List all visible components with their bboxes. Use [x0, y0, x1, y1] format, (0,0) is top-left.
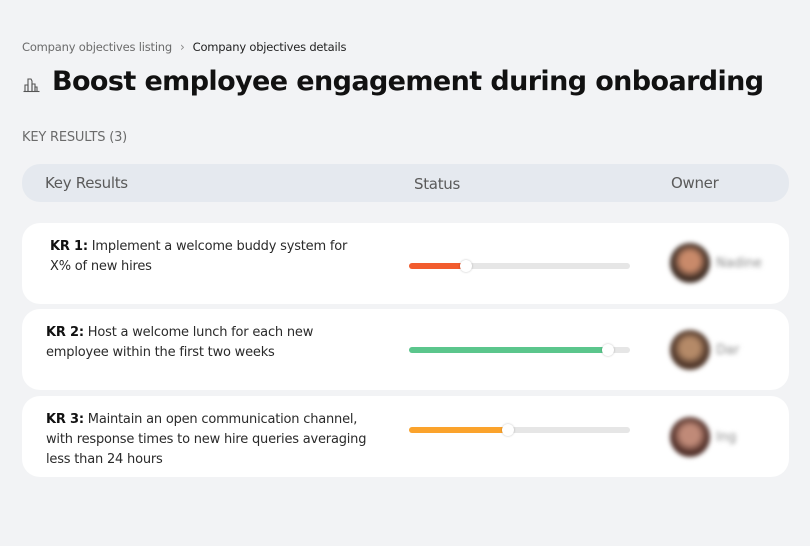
progress-knob[interactable]	[460, 260, 473, 272]
avatar	[670, 243, 710, 283]
avatar	[670, 330, 710, 370]
owner-name: Ing	[716, 429, 737, 445]
table-header: Key Results Status Owner	[22, 164, 789, 202]
kr-text: Host a welcome lunch for each new employ…	[46, 325, 314, 360]
breadcrumb-link-listing[interactable]: Company objectives listing	[22, 40, 172, 54]
kr-label: KR 3:	[46, 412, 84, 427]
owner[interactable]: Ing	[670, 417, 736, 457]
owner-name: Nadine	[716, 255, 762, 271]
kr-description: KR 3: Maintain an open communication cha…	[46, 410, 376, 470]
progress-knob[interactable]	[502, 424, 515, 436]
kr-text: Maintain an open communication channel, …	[46, 412, 367, 467]
title-row: Boost employee engagement during onboard…	[22, 66, 764, 97]
progress-knob[interactable]	[601, 344, 614, 356]
kr-text: Implement a welcome buddy system for X% …	[50, 239, 348, 274]
kr-description: KR 1: Implement a welcome buddy system f…	[50, 237, 370, 277]
table-row[interactable]: KR 1: Implement a welcome buddy system f…	[22, 223, 789, 304]
progress-bar	[409, 344, 630, 356]
page-title: Boost employee engagement during onboard…	[52, 66, 764, 97]
breadcrumb-current: Company objectives details	[192, 40, 347, 54]
progress-fill	[409, 263, 467, 269]
progress-bar	[409, 424, 630, 436]
breadcrumb: Company objectives listing › Company obj…	[22, 40, 346, 54]
owner[interactable]: Nadine	[670, 243, 762, 283]
kr-label: KR 2:	[46, 325, 84, 340]
section-label: KEY RESULTS (3)	[22, 130, 128, 145]
chevron-right-icon: ›	[180, 40, 185, 54]
kr-label: KR 1:	[50, 239, 88, 254]
progress-fill	[409, 427, 509, 433]
owner-name: Dar	[716, 342, 740, 358]
progress-fill	[409, 347, 608, 353]
owner[interactable]: Dar	[670, 330, 739, 370]
avatar	[670, 417, 710, 457]
kr-description: KR 2: Host a welcome lunch for each new …	[46, 323, 366, 363]
building-chart-icon	[22, 74, 42, 94]
column-header-status: Status	[414, 175, 460, 193]
table-row[interactable]: KR 2: Host a welcome lunch for each new …	[22, 309, 789, 390]
column-header-owner: Owner	[671, 174, 719, 192]
table-row[interactable]: KR 3: Maintain an open communication cha…	[22, 396, 789, 477]
progress-bar	[409, 260, 630, 272]
column-header-key-results: Key Results	[45, 174, 128, 192]
